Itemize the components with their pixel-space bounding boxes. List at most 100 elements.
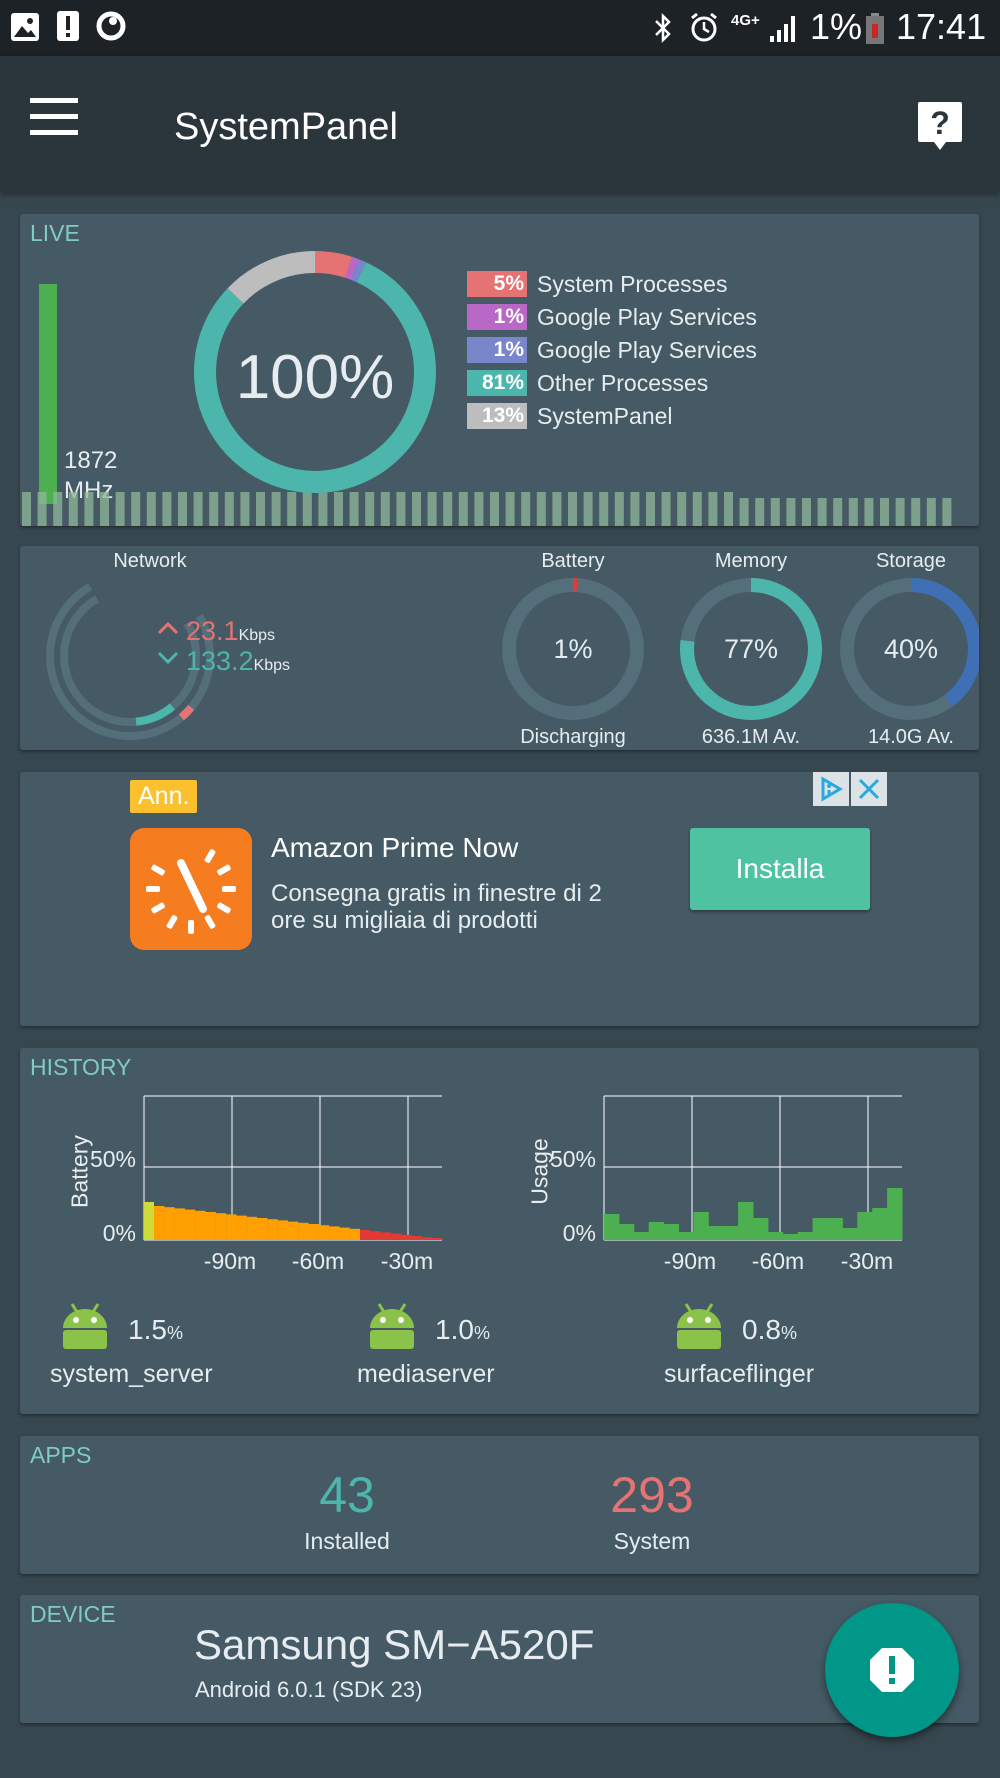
vodafone-icon xyxy=(96,11,126,41)
upload-speed: 23.1Kbps xyxy=(186,616,276,646)
network-4g-icon: 4G+ xyxy=(731,12,760,29)
alert-fab-button[interactable] xyxy=(825,1603,959,1737)
download-speed: 133.2Kbps xyxy=(186,646,291,676)
cpu-frequency-bar xyxy=(39,284,57,504)
battery-bar xyxy=(205,1212,216,1240)
cpu-history-bar xyxy=(708,492,718,526)
battery-bar xyxy=(267,1219,278,1240)
battery-bar xyxy=(339,1227,350,1240)
usage-chart-ytick: 0% xyxy=(562,1220,596,1246)
cpu-history-bar xyxy=(224,492,234,526)
installed-apps-count[interactable]: 43 xyxy=(319,1467,375,1523)
ad-badge: Ann. xyxy=(130,780,198,813)
battery-bar xyxy=(184,1209,196,1240)
cpu-history-bar xyxy=(443,492,453,526)
help-icon[interactable]: ? xyxy=(916,100,964,154)
battery-bar xyxy=(277,1220,288,1240)
storage-available: 14.0G Av. xyxy=(868,726,954,748)
live-card: LIVE 1872 MHz 100% 5% System Processes 1… xyxy=(20,214,979,526)
app-bar: SystemPanel ? xyxy=(0,56,1000,192)
gallery-icon xyxy=(11,13,39,41)
legend-percent: 5% xyxy=(467,271,527,297)
battery-bar xyxy=(287,1221,299,1240)
clock-tick xyxy=(217,902,231,914)
cpu-history-bar xyxy=(240,492,250,526)
battery-bar xyxy=(164,1207,175,1240)
usage-bar xyxy=(678,1232,694,1240)
legend-percent: 13% xyxy=(467,403,527,429)
download-arrow-icon xyxy=(157,651,179,665)
cpu-history-bar xyxy=(802,498,811,526)
legend-label: System Processes xyxy=(537,270,728,297)
battery-bar xyxy=(174,1208,185,1240)
history-card: HISTORY Battery 50% 0% -90m -60m -30m Us… xyxy=(20,1048,979,1414)
legend-label: Google Play Services xyxy=(537,303,757,330)
amazon-prime-now-clock-icon[interactable] xyxy=(130,828,252,950)
svg-text:?: ? xyxy=(930,105,950,141)
network-label: Network xyxy=(113,550,187,572)
usage-bar xyxy=(693,1212,709,1240)
legend-item: 1% Google Play Services xyxy=(467,302,757,332)
storage-percent-value: 40% xyxy=(883,634,939,664)
usage-bar xyxy=(663,1224,679,1240)
android-icon xyxy=(63,1303,107,1349)
battery-icon xyxy=(866,13,884,44)
process-cpu: 0.8% xyxy=(742,1314,797,1345)
ad-card: Ann. Amazon Prime Now Consegna gratis in… xyxy=(20,772,979,1026)
clock-tick xyxy=(204,849,216,863)
cpu-history-bar xyxy=(692,492,702,526)
cpu-history-bar xyxy=(115,492,125,526)
usage-bar xyxy=(604,1214,620,1240)
cpu-history-bar xyxy=(677,492,687,526)
cpu-history-bar xyxy=(287,492,297,526)
alert-icon xyxy=(57,11,79,41)
usage-bar xyxy=(723,1226,739,1240)
cpu-history-bars xyxy=(22,492,952,526)
cpu-history-bar xyxy=(568,492,577,526)
cpu-history-bar xyxy=(848,498,858,526)
alarm-icon xyxy=(691,12,717,42)
cpu-history-bar xyxy=(53,492,63,526)
install-button[interactable]: Installa xyxy=(690,828,870,910)
process-name: system_server xyxy=(50,1360,213,1388)
adchoices-icon[interactable] xyxy=(813,772,849,806)
cpu-history-bar xyxy=(599,492,609,526)
cpu-history-bar xyxy=(100,492,109,526)
cpu-history-bar xyxy=(521,492,531,526)
clock-tick xyxy=(166,915,178,929)
cpu-history-bar xyxy=(770,498,780,526)
cpu-history-bar xyxy=(193,492,203,526)
cpu-history-bar xyxy=(880,498,889,526)
system-apps-count[interactable]: 293 xyxy=(610,1467,694,1523)
cpu-history-bar xyxy=(646,492,655,526)
usage-bar xyxy=(812,1218,828,1240)
total-cpu-percent: 100% xyxy=(235,343,395,412)
battery-status: Discharging xyxy=(520,726,626,748)
cpu-history-bar xyxy=(817,498,827,526)
cpu-history-bar xyxy=(412,492,421,526)
usage-bar xyxy=(797,1232,814,1240)
usage-bar xyxy=(708,1226,724,1240)
battery-bar xyxy=(401,1234,412,1240)
battery-bar xyxy=(390,1233,402,1240)
usage-chart-ytick: 50% xyxy=(549,1146,596,1172)
device-card: DEVICE Samsung SM−A520F Android 6.0.1 (S… xyxy=(20,1595,979,1723)
ad-title[interactable]: Amazon Prime Now xyxy=(271,832,519,863)
usage-bar xyxy=(767,1232,784,1240)
close-icon[interactable] xyxy=(851,772,887,806)
battery-chart-xtick: -60m xyxy=(291,1248,345,1274)
battery-label: Battery xyxy=(541,550,605,572)
section-title-history: HISTORY xyxy=(30,1054,132,1080)
battery-bar xyxy=(154,1206,165,1240)
gauge-fill xyxy=(502,578,644,720)
clock: 17:41 xyxy=(896,6,987,47)
cpu-history-bar xyxy=(458,492,468,526)
storage-label: Storage xyxy=(875,550,947,572)
battery-bar xyxy=(421,1237,433,1240)
battery-bar xyxy=(329,1226,340,1240)
usage-bar xyxy=(872,1208,888,1240)
process-name: mediaserver xyxy=(357,1360,495,1388)
battery-bar xyxy=(226,1214,237,1240)
cpu-history-bar xyxy=(505,492,515,526)
hamburger-menu-icon[interactable] xyxy=(30,98,78,138)
